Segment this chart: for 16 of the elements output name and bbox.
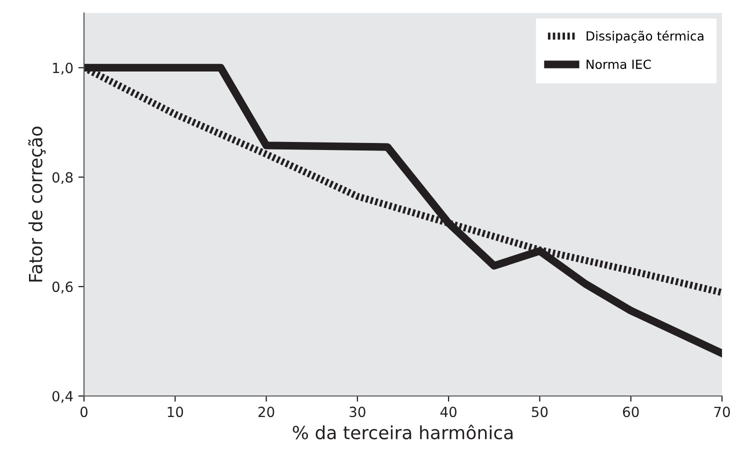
x-tick-label: 10 [168,406,184,418]
y-tick-label: 0,4 [52,390,73,403]
legend-label: Dissipação térmica [586,30,704,44]
y-tick-label: 0,6 [52,282,73,294]
x-tick-label: 50 [532,406,548,418]
y-axis-title: Fator de correção [28,126,46,282]
y-tick-label: 1,0 [53,62,73,75]
x-tick-label: 70 [714,406,730,418]
x-tick-label: 20 [258,406,274,418]
y-tick-label: 0,8 [52,172,73,184]
legend-label: Norma IEC [586,60,651,70]
x-tick-label: 40 [440,406,456,418]
x-tick-label: 0 [80,406,88,418]
x-tick-label: 60 [622,406,639,418]
x-axis-title: % da terceira harmônica [292,424,513,440]
x-tick-label: 30 [350,406,366,418]
